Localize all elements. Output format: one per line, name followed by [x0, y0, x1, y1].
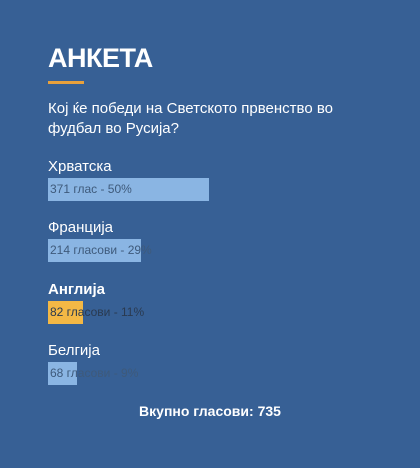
- poll-option-croatia: Хрватска 371 глас - 50%: [48, 158, 378, 201]
- poll-question: Кој ќе победи на Светското првенство во …: [48, 100, 333, 137]
- option-label: Франција: [48, 219, 114, 236]
- result-bar-track: 68 гласови - 9%: [48, 362, 378, 385]
- result-bar-text: 371 глас - 50%: [50, 182, 132, 196]
- poll-option-france: Франција 214 гласови - 29%: [48, 219, 378, 262]
- result-bar-fill: [48, 178, 209, 201]
- result-bar-track: 82 гласови - 11%: [48, 301, 378, 324]
- option-label: Англија: [48, 281, 106, 298]
- option-label: Хрватска: [48, 158, 112, 175]
- result-bar-text: 82 гласови - 11%: [50, 305, 145, 319]
- result-bar-track: 371 глас - 50%: [48, 178, 378, 201]
- title-underline: [48, 81, 84, 84]
- result-bar-fill: [48, 239, 141, 262]
- result-bar-track: 214 гласови - 29%: [48, 239, 378, 262]
- result-bar-fill: [48, 362, 77, 385]
- result-bar-text: 214 гласови - 29%: [50, 243, 152, 257]
- poll-title: АНКЕТА: [48, 43, 153, 73]
- result-bar-fill: [48, 301, 83, 324]
- total-votes: Вкупно гласови: 735: [139, 403, 281, 419]
- result-bar-text: 68 гласови - 9%: [50, 366, 139, 380]
- poll-option-belgium: Белгија 68 гласови - 9%: [48, 342, 378, 385]
- poll-option-england: Англија 82 гласови - 11%: [48, 281, 378, 324]
- option-label: Белгија: [48, 342, 100, 359]
